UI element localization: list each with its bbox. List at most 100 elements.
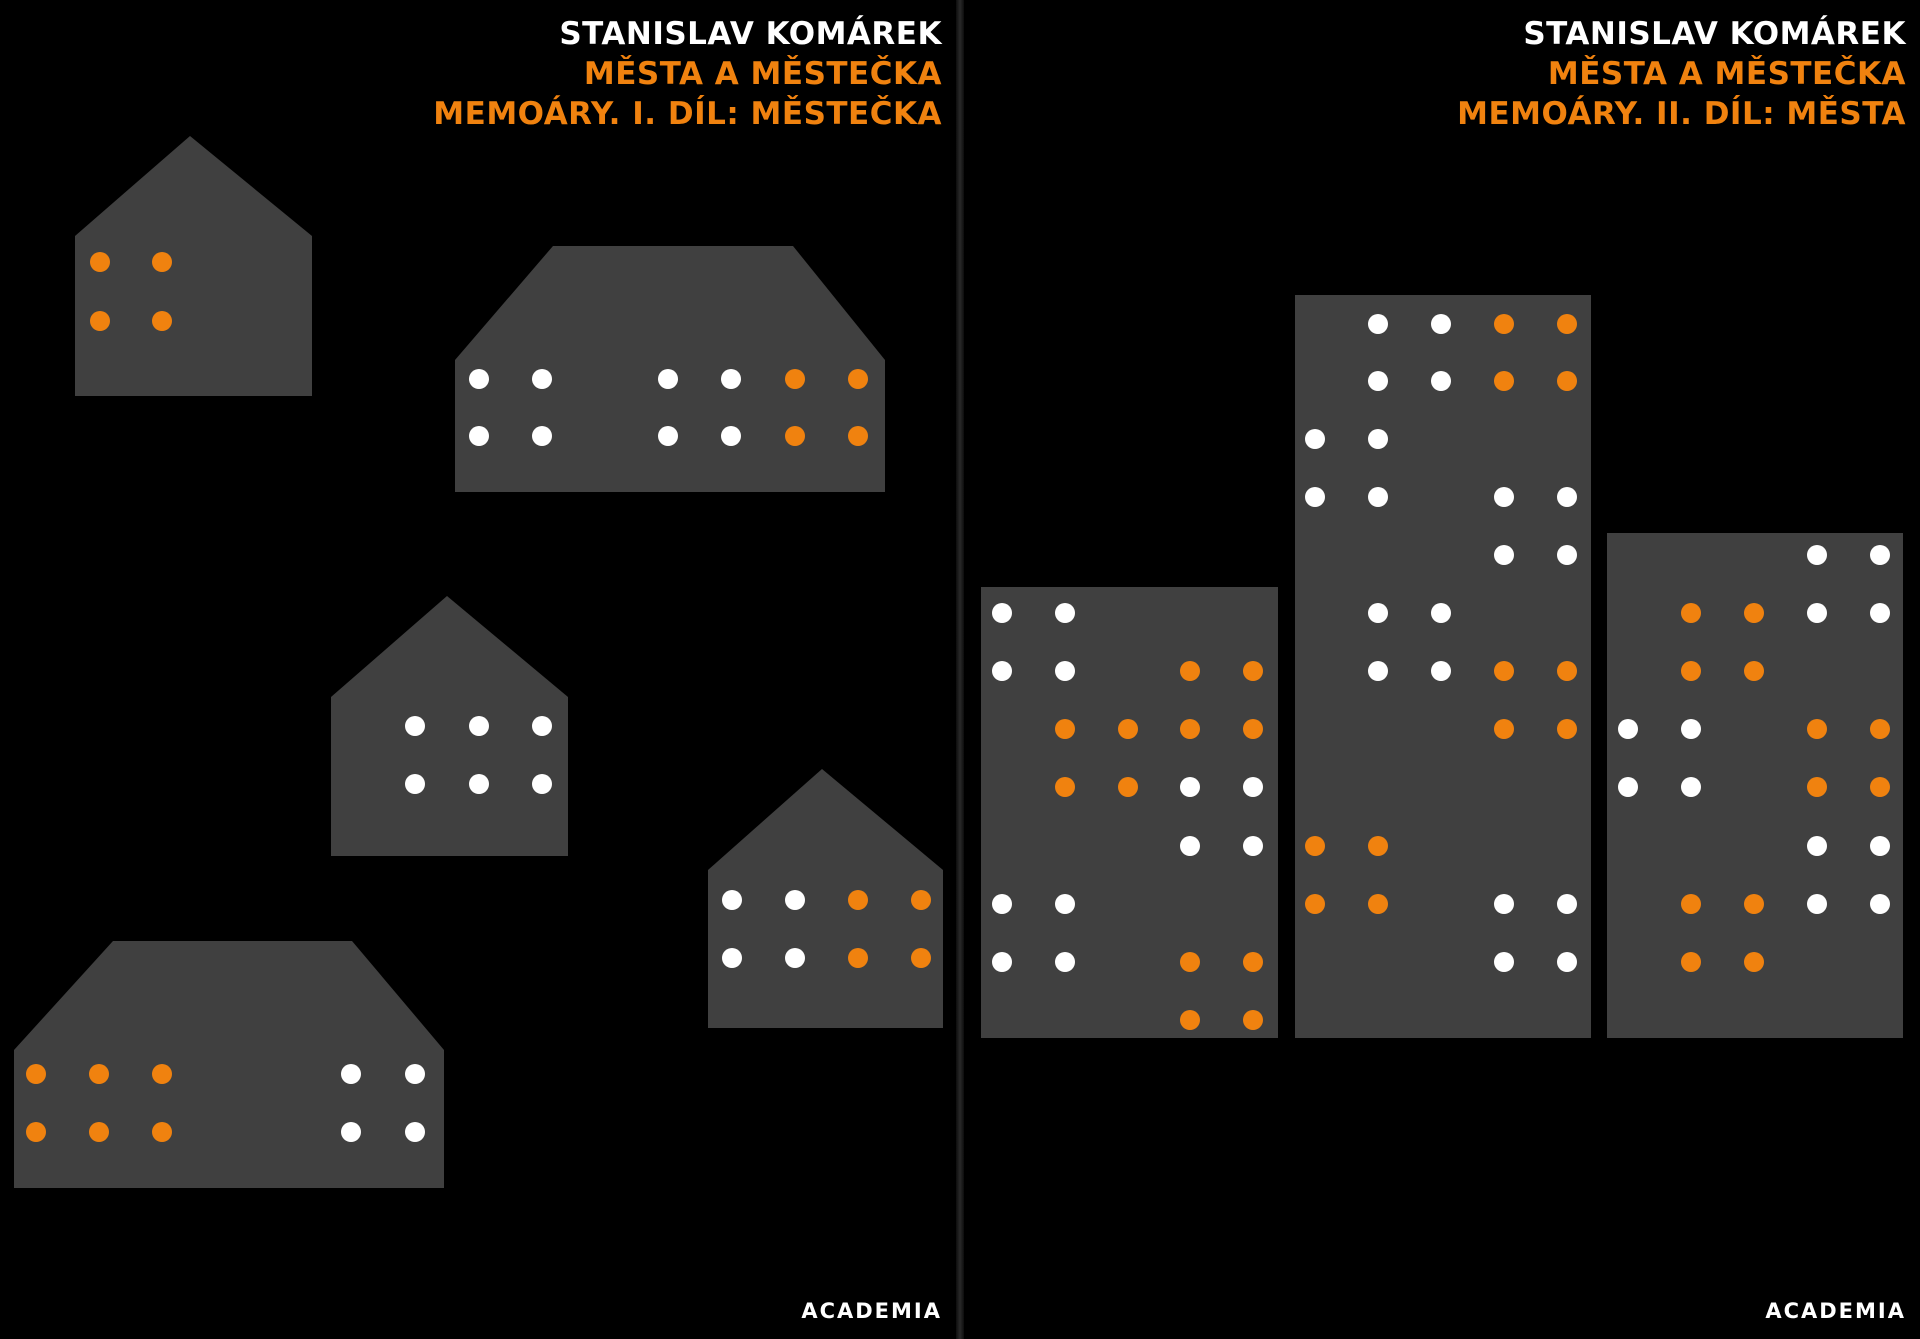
window-light (1557, 952, 1577, 972)
window-light (152, 311, 172, 331)
window-light (722, 890, 742, 910)
window-light (532, 774, 552, 794)
window-light (532, 426, 552, 446)
window-light (848, 369, 868, 389)
book-title: MĚSTA A MĚSTEČKA (1547, 56, 1906, 92)
window-light (469, 426, 489, 446)
window-light (1368, 603, 1388, 623)
window-light (532, 716, 552, 736)
window-light (1118, 777, 1138, 797)
city-illustration (981, 295, 1903, 1038)
window-light (1431, 314, 1451, 334)
window-light (1055, 777, 1075, 797)
window-light (26, 1122, 46, 1142)
houses-illustration (14, 136, 943, 1188)
window-light (1618, 719, 1638, 739)
window-light (785, 426, 805, 446)
window-light (1494, 371, 1514, 391)
window-light (722, 948, 742, 968)
window-light (1807, 719, 1827, 739)
window-light (1055, 719, 1075, 739)
window-light (1180, 836, 1200, 856)
window-light (1368, 314, 1388, 334)
window-light (1744, 661, 1764, 681)
window-light (1180, 661, 1200, 681)
window-light (1494, 952, 1514, 972)
window-light (848, 890, 868, 910)
window-light (532, 369, 552, 389)
book-title: MĚSTA A MĚSTEČKA (583, 56, 942, 92)
window-light (405, 1122, 425, 1142)
book-cover-volume-1: STANISLAV KOMÁREK MĚSTA A MĚSTEČKA MEMOÁ… (0, 0, 956, 1339)
window-light (658, 369, 678, 389)
window-light (1243, 836, 1263, 856)
volume-subtitle: MEMOÁRY. II. DÍL: MĚSTA (1457, 96, 1906, 132)
window-light (89, 1064, 109, 1084)
window-light (1305, 429, 1325, 449)
window-light (1807, 777, 1827, 797)
tower-left (981, 587, 1278, 1038)
window-light (1305, 894, 1325, 914)
window-light (1557, 894, 1577, 914)
publisher-logo: ACADEMIA (1765, 1299, 1906, 1323)
window-light (1368, 371, 1388, 391)
window-light (1055, 894, 1075, 914)
window-light (1305, 836, 1325, 856)
window-light (1243, 1010, 1263, 1030)
window-light (1557, 545, 1577, 565)
author-name: STANISLAV KOMÁREK (1523, 16, 1906, 52)
window-light (1243, 777, 1263, 797)
window-light (1681, 661, 1701, 681)
window-light (1494, 661, 1514, 681)
window-light (1118, 719, 1138, 739)
window-light (721, 369, 741, 389)
window-light (1807, 836, 1827, 856)
window-light (721, 426, 741, 446)
window-light (1870, 894, 1890, 914)
window-light (469, 716, 489, 736)
cover-heading: STANISLAV KOMÁREK MĚSTA A MĚSTEČKA MEMOÁ… (1457, 14, 1906, 134)
window-light (1431, 371, 1451, 391)
window-light (1870, 836, 1890, 856)
window-light (785, 890, 805, 910)
window-light (1243, 719, 1263, 739)
window-light (848, 948, 868, 968)
window-light (1055, 661, 1075, 681)
window-light (1180, 952, 1200, 972)
house-2 (455, 246, 885, 492)
house-1 (75, 136, 312, 396)
window-light (1681, 777, 1701, 797)
window-light (1055, 603, 1075, 623)
publisher-logo: ACADEMIA (801, 1299, 942, 1323)
window-light (1681, 894, 1701, 914)
window-light (1494, 487, 1514, 507)
window-light (1431, 661, 1451, 681)
window-light (1557, 371, 1577, 391)
window-light (152, 1064, 172, 1084)
window-light (785, 948, 805, 968)
window-light (405, 1064, 425, 1084)
window-light (1557, 314, 1577, 334)
window-light (911, 890, 931, 910)
author-name: STANISLAV KOMÁREK (559, 16, 942, 52)
window-light (992, 661, 1012, 681)
window-light (1180, 777, 1200, 797)
window-light (1618, 777, 1638, 797)
window-light (1870, 603, 1890, 623)
window-light (469, 774, 489, 794)
window-light (1681, 603, 1701, 623)
window-light (992, 603, 1012, 623)
window-light (992, 952, 1012, 972)
window-light (152, 252, 172, 272)
window-light (785, 369, 805, 389)
window-light (1494, 314, 1514, 334)
house-3 (331, 596, 568, 856)
window-light (1870, 719, 1890, 739)
window-light (1807, 894, 1827, 914)
window-light (1807, 603, 1827, 623)
window-light (1431, 603, 1451, 623)
window-light (1557, 487, 1577, 507)
cover-heading: STANISLAV KOMÁREK MĚSTA A MĚSTEČKA MEMOÁ… (433, 14, 942, 134)
window-light (90, 252, 110, 272)
window-light (1243, 661, 1263, 681)
